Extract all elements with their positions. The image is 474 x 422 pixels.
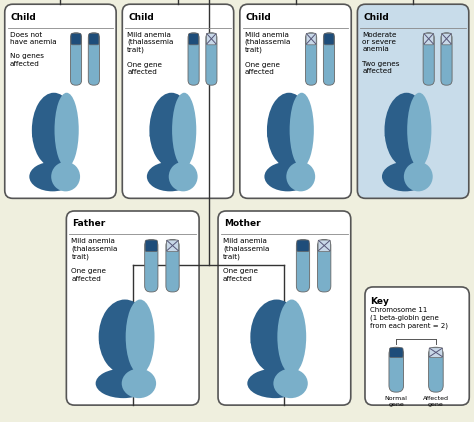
Ellipse shape (267, 133, 272, 138)
Ellipse shape (169, 162, 198, 191)
Bar (48, 149, 60, 176)
Ellipse shape (404, 162, 433, 191)
FancyBboxPatch shape (390, 348, 403, 357)
Text: Affected
gene: Affected gene (423, 396, 449, 406)
FancyBboxPatch shape (306, 33, 316, 45)
Text: Father: Father (73, 219, 106, 228)
FancyBboxPatch shape (5, 4, 116, 198)
Ellipse shape (126, 300, 155, 374)
Ellipse shape (385, 133, 390, 138)
Text: Mild anemia
(thalassemia
trait)

One gene
affected: Mild anemia (thalassemia trait) One gene… (72, 238, 118, 281)
Text: Normal
gene: Normal gene (385, 396, 408, 406)
FancyBboxPatch shape (296, 240, 310, 292)
FancyBboxPatch shape (441, 33, 452, 85)
Ellipse shape (96, 369, 151, 398)
FancyBboxPatch shape (389, 347, 403, 392)
FancyBboxPatch shape (218, 211, 351, 405)
FancyBboxPatch shape (166, 240, 179, 292)
FancyBboxPatch shape (423, 33, 434, 85)
FancyBboxPatch shape (88, 33, 100, 85)
Ellipse shape (267, 93, 311, 167)
Bar (283, 149, 295, 176)
Ellipse shape (264, 162, 311, 191)
Ellipse shape (172, 93, 196, 167)
FancyBboxPatch shape (89, 33, 99, 45)
Ellipse shape (122, 369, 156, 398)
Text: Mild anemia
(thalassemia
trait)

One gene
affected: Mild anemia (thalassemia trait) One gene… (245, 32, 291, 75)
Ellipse shape (286, 162, 315, 191)
Ellipse shape (149, 93, 193, 167)
FancyBboxPatch shape (145, 240, 158, 292)
Ellipse shape (273, 369, 308, 398)
Text: Child: Child (246, 13, 272, 22)
FancyBboxPatch shape (188, 33, 199, 85)
FancyBboxPatch shape (189, 33, 199, 45)
Ellipse shape (29, 162, 76, 191)
FancyBboxPatch shape (306, 33, 317, 85)
Bar (270, 355, 284, 383)
Ellipse shape (55, 93, 79, 167)
FancyBboxPatch shape (318, 240, 330, 252)
FancyBboxPatch shape (71, 33, 81, 45)
FancyBboxPatch shape (66, 211, 199, 405)
Ellipse shape (99, 300, 151, 374)
Ellipse shape (382, 162, 428, 191)
Ellipse shape (32, 93, 76, 167)
FancyBboxPatch shape (206, 33, 217, 45)
FancyBboxPatch shape (441, 33, 452, 45)
FancyBboxPatch shape (122, 4, 234, 198)
Ellipse shape (384, 93, 428, 167)
Text: Moderate
or severe
anemia

Two genes
affected: Moderate or severe anemia Two genes affe… (363, 32, 400, 74)
Ellipse shape (250, 300, 303, 374)
Text: Mild anemia
(thalassemia
trait)

One gene
affected: Mild anemia (thalassemia trait) One gene… (223, 238, 269, 281)
FancyBboxPatch shape (365, 287, 469, 405)
FancyBboxPatch shape (166, 240, 179, 252)
FancyBboxPatch shape (357, 4, 469, 198)
FancyBboxPatch shape (429, 348, 443, 357)
FancyBboxPatch shape (428, 347, 443, 392)
Bar (118, 355, 132, 383)
FancyBboxPatch shape (297, 240, 309, 252)
Ellipse shape (407, 93, 431, 167)
Text: Mild anemia
(thalassemia
trait)

One gene
affected: Mild anemia (thalassemia trait) One gene… (128, 32, 173, 75)
Ellipse shape (32, 133, 37, 138)
Ellipse shape (290, 93, 314, 167)
FancyBboxPatch shape (424, 33, 434, 45)
Ellipse shape (51, 162, 80, 191)
FancyBboxPatch shape (324, 33, 334, 45)
FancyBboxPatch shape (240, 4, 351, 198)
FancyBboxPatch shape (323, 33, 335, 85)
FancyBboxPatch shape (145, 240, 157, 252)
Ellipse shape (277, 300, 306, 374)
Ellipse shape (147, 162, 193, 191)
FancyBboxPatch shape (206, 33, 217, 85)
FancyBboxPatch shape (318, 240, 331, 292)
Ellipse shape (99, 340, 105, 345)
Ellipse shape (150, 133, 155, 138)
Text: Child: Child (11, 13, 36, 22)
Text: Child: Child (128, 13, 154, 22)
Ellipse shape (251, 340, 256, 345)
FancyBboxPatch shape (71, 33, 82, 85)
Text: Does not
have anemia

No genes
affected: Does not have anemia No genes affected (10, 32, 56, 67)
Text: Child: Child (364, 13, 389, 22)
Bar (166, 149, 178, 176)
Text: Mother: Mother (224, 219, 261, 228)
Ellipse shape (247, 369, 303, 398)
Bar (401, 149, 413, 176)
Text: Key: Key (370, 297, 389, 306)
Text: Chromosome 11
(1 beta-globin gene
from each parent = 2): Chromosome 11 (1 beta-globin gene from e… (370, 307, 448, 329)
